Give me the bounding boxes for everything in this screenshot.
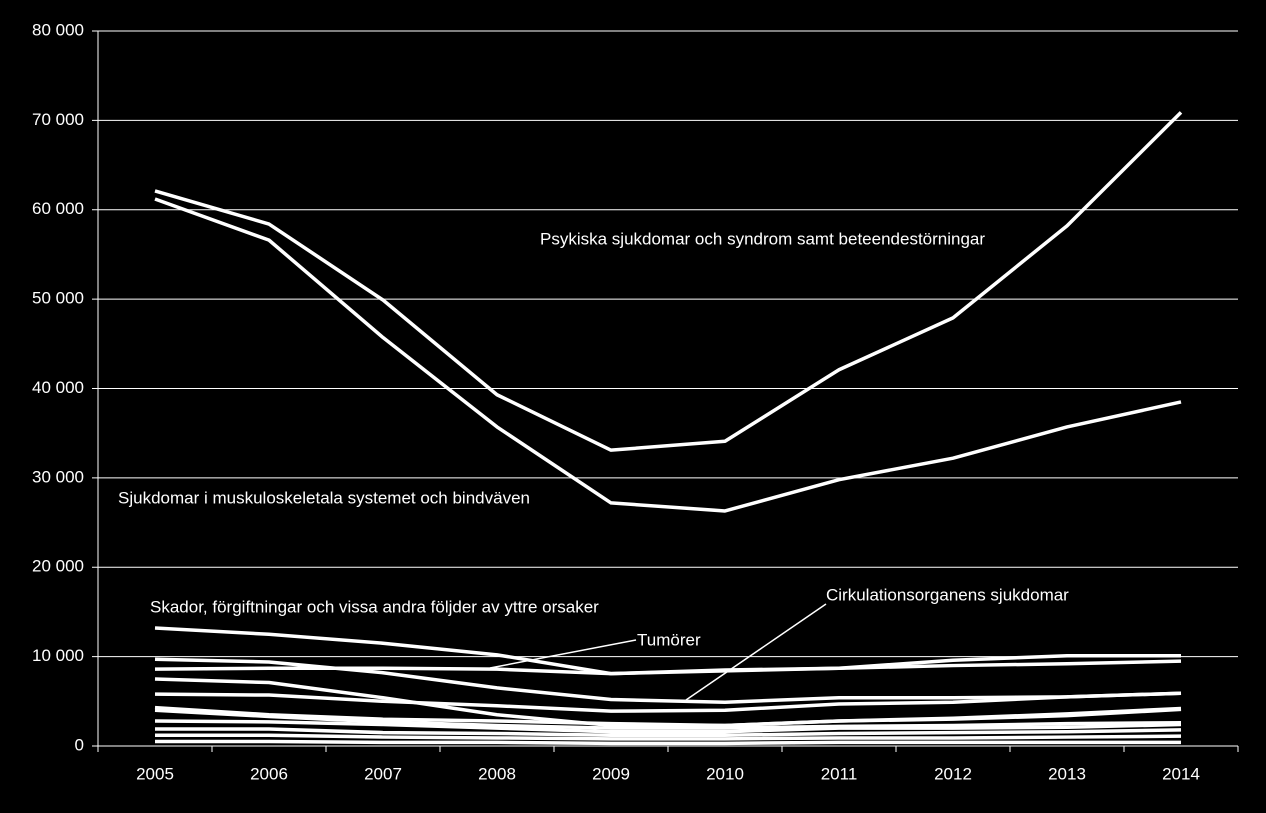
series-label: Cirkulationsorganens sjukdomar	[826, 585, 1069, 604]
y-tick-label: 50 000	[32, 289, 84, 308]
series-label: Psykiska sjukdomar och syndrom samt bete…	[540, 229, 985, 248]
x-tick-label: 2005	[136, 764, 174, 783]
series-label: Sjukdomar i muskuloskeletala systemet oc…	[118, 488, 530, 507]
y-tick-label: 0	[75, 735, 84, 754]
line-series	[154, 719, 1182, 734]
x-tick-label: 2011	[821, 764, 858, 783]
x-tick-label: 2007	[364, 764, 402, 783]
x-tick-label: 2006	[250, 764, 288, 783]
x-tick-label: 2008	[478, 764, 516, 783]
line-series	[154, 197, 1182, 513]
line-series	[154, 626, 1181, 676]
y-tick-label: 70 000	[32, 110, 84, 129]
line-series	[155, 733, 1182, 741]
line-series	[154, 691, 1182, 713]
y-tick-label: 40 000	[32, 378, 84, 397]
x-tick-label: 2010	[706, 764, 744, 783]
line-series	[154, 111, 1183, 452]
leader-line	[685, 603, 827, 701]
y-tick-label: 80 000	[32, 20, 84, 39]
y-tick-label: 20 000	[32, 557, 84, 576]
line-series	[154, 708, 1182, 730]
line-series	[155, 727, 1182, 738]
y-tick-label: 30 000	[32, 467, 84, 486]
y-tick-label: 10 000	[32, 646, 84, 665]
x-tick-label: 2009	[592, 764, 630, 783]
series-label: Tumörer	[637, 630, 701, 649]
line-series	[154, 677, 1182, 728]
y-tick-label: 60 000	[32, 199, 84, 218]
line-series	[155, 739, 1181, 746]
x-tick-label: 2014	[1162, 764, 1200, 783]
leader-line	[489, 639, 637, 669]
x-tick-label: 2012	[934, 764, 972, 783]
series-label: Skador, förgiftningar och vissa andra fö…	[150, 597, 599, 616]
x-tick-label: 2013	[1048, 764, 1086, 783]
